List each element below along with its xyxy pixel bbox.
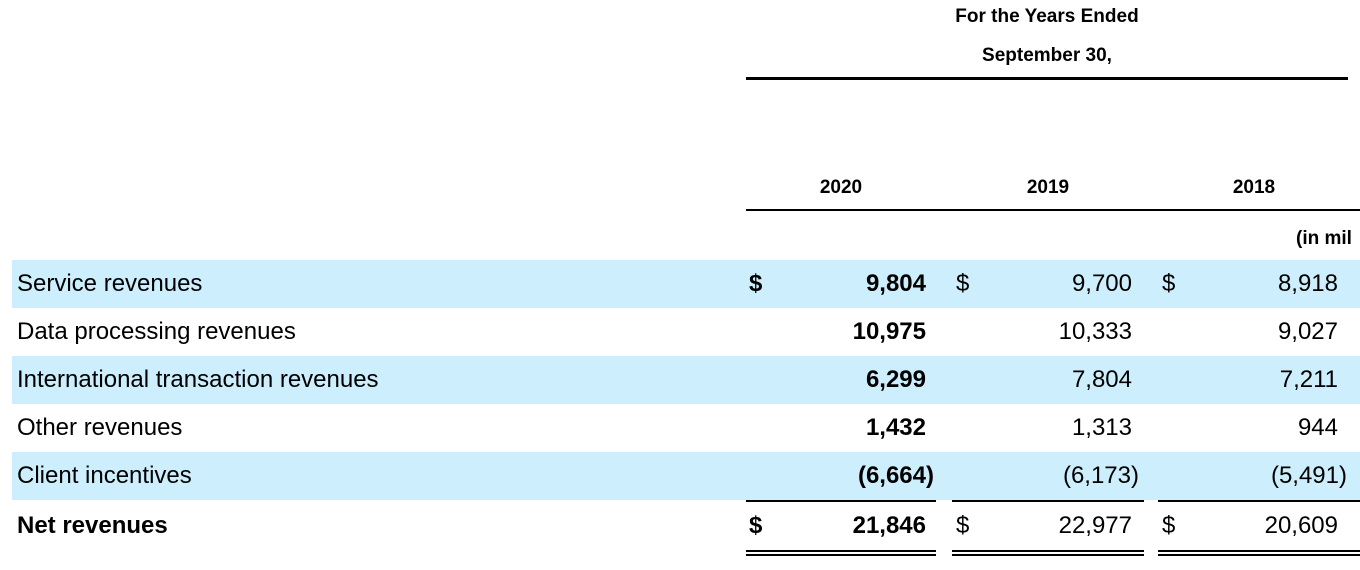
units-note: (in mil [1296, 228, 1352, 249]
total-double-rule-2019 [952, 550, 1144, 556]
subtotal-rule-2020 [746, 500, 936, 502]
row-label: Service revenues [17, 270, 203, 297]
value-2019: (6,173) [1062, 462, 1139, 489]
value-2018: (5,491) [1270, 462, 1347, 489]
table-row-data-processing-revenues: Data processing revenues 10,975 10,333 9… [12, 308, 1360, 356]
currency-symbol: $ [749, 512, 763, 539]
row-label: International transaction revenues [17, 366, 379, 393]
subtotal-rule-2019 [952, 500, 1144, 502]
value-2019: 7,804 [1071, 366, 1132, 393]
column-header-2019: 2019 [1026, 177, 1070, 198]
table-header-period: For the Years Ended [955, 6, 1139, 27]
value-2019: 1,313 [1071, 414, 1132, 441]
column-header-2018: 2018 [1232, 177, 1276, 198]
column-header-2020: 2020 [819, 177, 863, 198]
value-2020: 21,846 [852, 512, 926, 539]
value-2019: 9,700 [1071, 270, 1132, 297]
row-label: Net revenues [17, 512, 168, 539]
value-2018: 9,027 [1277, 318, 1338, 345]
currency-symbol: $ [956, 270, 970, 297]
currency-symbol: $ [1162, 270, 1176, 297]
value-2018: 944 [1297, 414, 1338, 441]
value-2018: 20,609 [1264, 512, 1338, 539]
value-2018: 7,211 [1279, 366, 1338, 393]
currency-symbol: $ [956, 512, 970, 539]
table-row-other-revenues: Other revenues 1,432 1,313 944 [12, 404, 1360, 452]
currency-symbol: $ [1162, 512, 1176, 539]
value-2020: 9,804 [865, 270, 926, 297]
value-2020: 6,299 [865, 366, 926, 393]
table-row-service-revenues: Service revenues $ 9,804 $ 9,700 $ 8,918 [12, 260, 1360, 308]
value-2019: 22,977 [1058, 512, 1132, 539]
table-header-date: September 30, [982, 45, 1112, 66]
value-2020: 1,432 [865, 414, 926, 441]
table-row-client-incentives: Client incentives (6,664) (6,173) (5,491… [12, 452, 1360, 500]
header-rule [746, 77, 1348, 80]
row-label: Data processing revenues [17, 318, 296, 345]
total-double-rule-2020 [746, 550, 936, 556]
column-header-rule [746, 209, 1360, 211]
currency-symbol: $ [749, 270, 763, 297]
value-2019: 10,333 [1058, 318, 1132, 345]
value-2020: 10,975 [852, 318, 926, 345]
subtotal-rule-2018 [1158, 500, 1360, 502]
total-double-rule-2018 [1158, 550, 1360, 556]
row-label: Client incentives [17, 462, 192, 489]
table-row-international-transaction-revenues: International transaction revenues 6,299… [12, 356, 1360, 404]
value-2018: 8,918 [1277, 270, 1338, 297]
table-row-net-revenues: Net revenues $ 21,846 $ 22,977 $ 20,609 [12, 502, 1360, 550]
row-label: Other revenues [17, 414, 183, 441]
value-2020: (6,664) [857, 462, 934, 489]
